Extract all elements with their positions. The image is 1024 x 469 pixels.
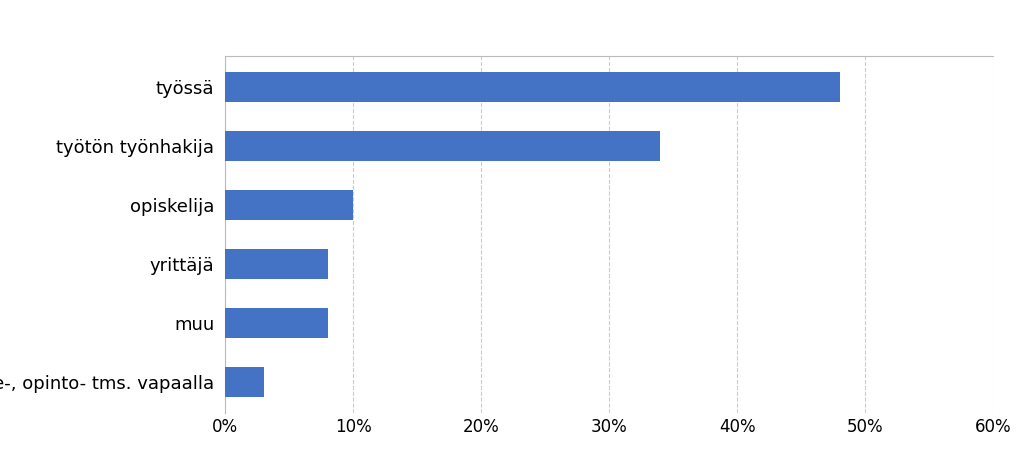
Bar bbox=[225, 367, 264, 396]
Bar bbox=[225, 73, 840, 102]
Bar bbox=[225, 308, 328, 338]
Bar bbox=[225, 249, 328, 279]
Bar bbox=[225, 131, 660, 161]
Bar bbox=[225, 190, 353, 220]
